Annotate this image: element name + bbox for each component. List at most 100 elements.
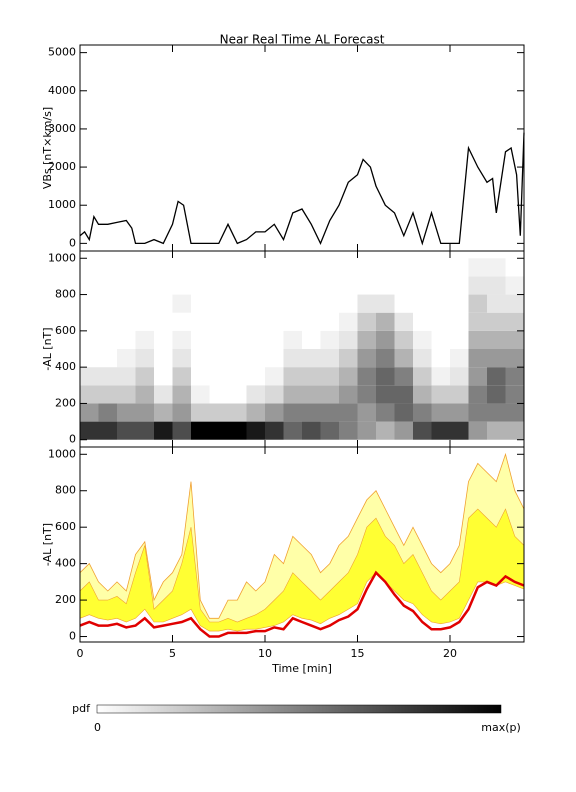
pdf-cell: [431, 421, 450, 440]
pdf-cell: [283, 421, 302, 440]
band-low-line: [79, 572, 525, 632]
pdf-cell: [468, 349, 487, 368]
pdf-cell: [154, 276, 173, 295]
colorbar-label: pdf: [72, 702, 91, 715]
pdf-cell: [376, 258, 395, 277]
pdf-cell: [283, 330, 302, 349]
pdf-cell: [135, 276, 154, 295]
pdf-cell: [431, 403, 450, 422]
pdf-cell: [376, 330, 395, 349]
pdf-cell: [135, 385, 154, 404]
chart-title: Near Real Time AL Forecast: [220, 33, 385, 47]
vbs-line: [79, 132, 525, 246]
pdf-cell: [339, 330, 358, 349]
pdf-cell: [98, 276, 117, 295]
pdf-cell: [468, 367, 487, 386]
pdf-cell: [320, 349, 339, 368]
pdf-cell: [209, 349, 228, 368]
pdf-cell: [98, 403, 117, 422]
pdf-cell: [357, 421, 376, 440]
median-line: [79, 570, 525, 638]
pdf-cell: [80, 258, 99, 277]
pdf-cell: [339, 258, 358, 277]
pdf-cell: [135, 312, 154, 331]
pdf-cell: [246, 421, 265, 440]
pdf-cell: [98, 349, 117, 368]
pdf-cell: [394, 258, 413, 277]
pdf-cell: [283, 367, 302, 386]
pdf-cell: [191, 330, 210, 349]
pdf-cell: [98, 294, 117, 313]
pdf-cell: [117, 276, 136, 295]
x-tick-label: 5: [169, 647, 176, 660]
pdf-cell: [302, 276, 321, 295]
pdf-cell: [431, 330, 450, 349]
pdf-cell: [191, 349, 210, 368]
band-high-line: [79, 508, 525, 623]
pdf-cell: [487, 258, 506, 277]
pdf-cell: [302, 258, 321, 277]
pdf-cell: [431, 276, 450, 295]
pdf-cell: [413, 276, 432, 295]
x-tick-label: 0: [77, 647, 84, 660]
y-tick-label: 5000: [48, 46, 76, 59]
pdf-cell: [265, 330, 284, 349]
pdf-cell: [450, 258, 469, 277]
y-tick-label: 400: [55, 557, 76, 570]
pdf-cell: [505, 276, 524, 295]
pdf-cell: [172, 330, 191, 349]
pdf-cell: [302, 385, 321, 404]
upper-envelope: [79, 452, 525, 619]
pdf-cell: [283, 312, 302, 331]
pdf-cell: [320, 294, 339, 313]
pdf-cell: [339, 276, 358, 295]
pdf-cell: [450, 421, 469, 440]
pdf-cell: [394, 312, 413, 331]
pdf-cell: [431, 294, 450, 313]
pdf-cell: [505, 330, 524, 349]
pdf-cell: [320, 330, 339, 349]
pdf-cell: [468, 258, 487, 277]
pdf-cell: [135, 367, 154, 386]
pdf-cell: [394, 330, 413, 349]
pdf-cell: [209, 421, 228, 440]
pdf-cell: [376, 276, 395, 295]
y-tick-label: 200: [55, 396, 76, 409]
pdf-cell: [302, 421, 321, 440]
pdf-cell: [450, 276, 469, 295]
pdf-cell: [505, 294, 524, 313]
pdf-cell: [209, 367, 228, 386]
pdf-cell: [98, 312, 117, 331]
pdf-cell: [468, 276, 487, 295]
x-tick-label: 20: [443, 647, 457, 660]
pdf-cell: [154, 294, 173, 313]
pdf-cell: [505, 421, 524, 440]
pdf-cell: [135, 330, 154, 349]
pdf-cell: [209, 276, 228, 295]
pdf-cell: [450, 385, 469, 404]
pdf-cell: [117, 403, 136, 422]
outer-band: [80, 454, 524, 622]
pdf-cell: [394, 294, 413, 313]
pdf-cell: [376, 312, 395, 331]
pdf-cell: [154, 349, 173, 368]
pdf-cell: [339, 349, 358, 368]
pdf-cell: [209, 385, 228, 404]
pdf-cell: [487, 276, 506, 295]
pdf-cell: [154, 367, 173, 386]
pdf-cell: [450, 349, 469, 368]
pdf-cell: [283, 385, 302, 404]
pdf-cell: [468, 330, 487, 349]
pdf-cell: [339, 385, 358, 404]
pdf-cell: [302, 294, 321, 313]
pdf-cell: [505, 385, 524, 404]
pdf-cell: [228, 385, 247, 404]
pdf-cell: [191, 367, 210, 386]
pdf-cell: [357, 349, 376, 368]
pdf-cell: [265, 385, 284, 404]
pdf-cell: [172, 367, 191, 386]
pdf-cell: [431, 385, 450, 404]
pdf-cell: [413, 403, 432, 422]
pdf-cell: [228, 403, 247, 422]
pdf-cell: [80, 330, 99, 349]
